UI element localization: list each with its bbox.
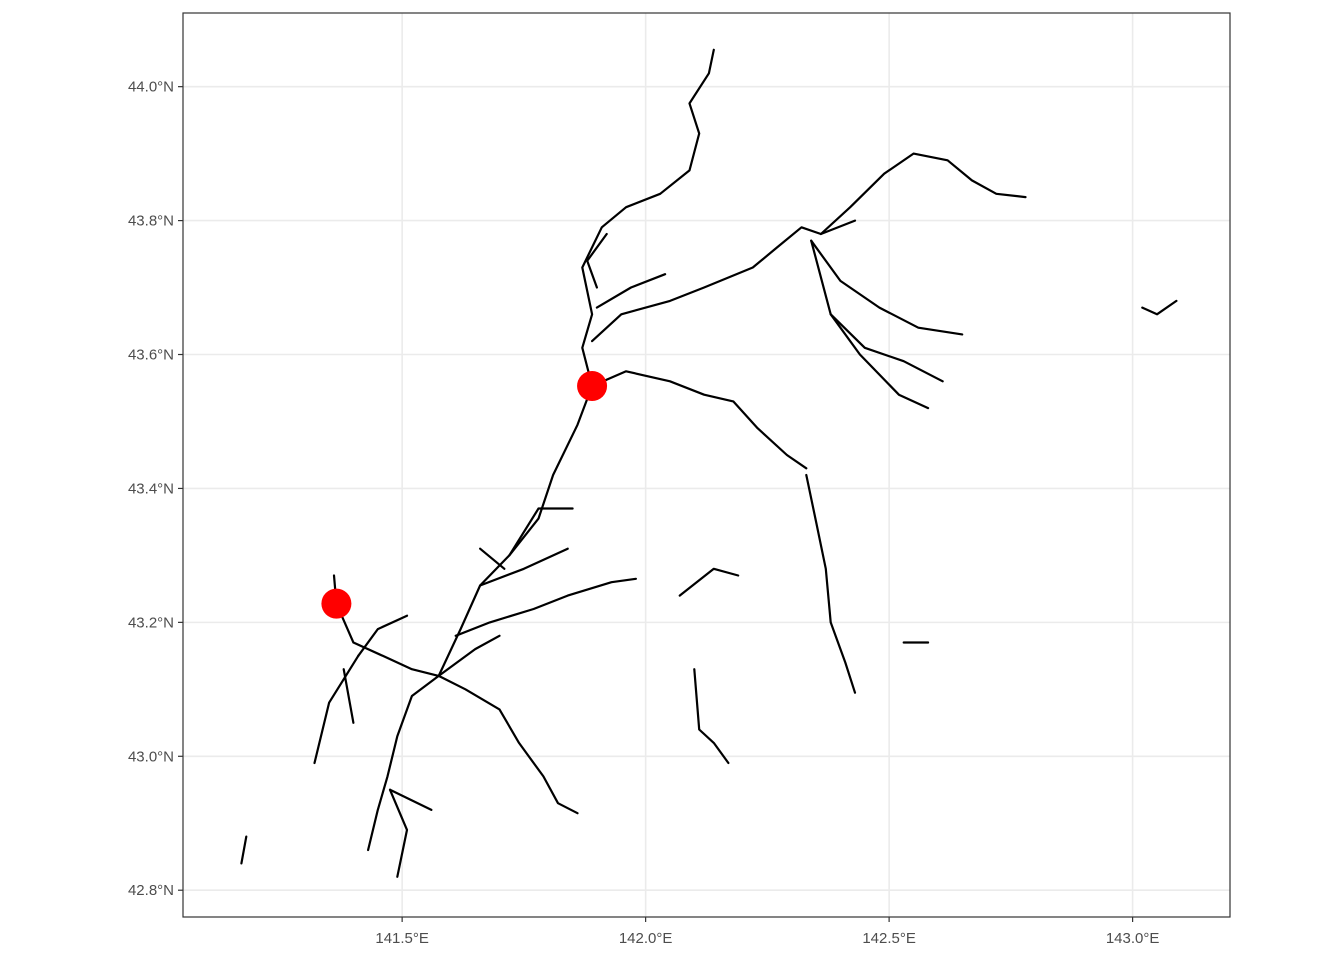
y-tick-label: 43.8°N [128, 213, 174, 230]
y-tick-label: 43.2°N [128, 614, 174, 631]
x-tick-label: 142.0°E [619, 930, 673, 947]
river-line [342, 668, 355, 724]
river-network [240, 48, 1178, 878]
river-line [437, 674, 579, 815]
y-tick-label: 43.0°N [128, 748, 174, 765]
gridlines [183, 13, 1230, 917]
river-line [591, 370, 808, 470]
river-line [810, 239, 930, 410]
river-line [819, 152, 1027, 236]
x-axis: 141.5°E 142.0°E 142.5°E 143.0°E [375, 917, 1159, 947]
y-tick-label: 43.4°N [128, 480, 174, 497]
river-line [479, 547, 569, 587]
river-line [829, 313, 944, 383]
river-line [591, 219, 857, 343]
y-tick-label: 43.6°N [128, 347, 174, 364]
y-tick-label: 44.0°N [128, 79, 174, 96]
river-line [367, 674, 440, 852]
river-line [357, 614, 409, 657]
river-line [454, 577, 637, 637]
y-tick-label: 42.8°N [128, 882, 174, 899]
y-axis: 42.8°N 43.0°N 43.2°N 43.4°N 43.6°N 43.8°N 44.0… [128, 79, 183, 899]
site-markers [321, 370, 608, 619]
river-line [240, 835, 248, 865]
river-line [388, 788, 433, 811]
river-line [313, 654, 360, 765]
x-tick-label: 141.5°E [375, 930, 429, 947]
river-line [479, 547, 506, 570]
river-line [586, 232, 608, 289]
river-line [388, 788, 409, 878]
river-line [693, 668, 730, 765]
panel-border [182, 12, 1231, 918]
site-point [321, 588, 352, 619]
site-point [577, 370, 608, 401]
river-line [1141, 299, 1178, 316]
river-line [810, 239, 964, 336]
x-tick-label: 143.0°E [1106, 930, 1160, 947]
river-line [805, 473, 857, 694]
river-line [678, 567, 740, 597]
river-line [437, 634, 501, 677]
river-line [595, 273, 667, 309]
x-tick-label: 142.5°E [862, 930, 916, 947]
river-line [508, 507, 574, 557]
